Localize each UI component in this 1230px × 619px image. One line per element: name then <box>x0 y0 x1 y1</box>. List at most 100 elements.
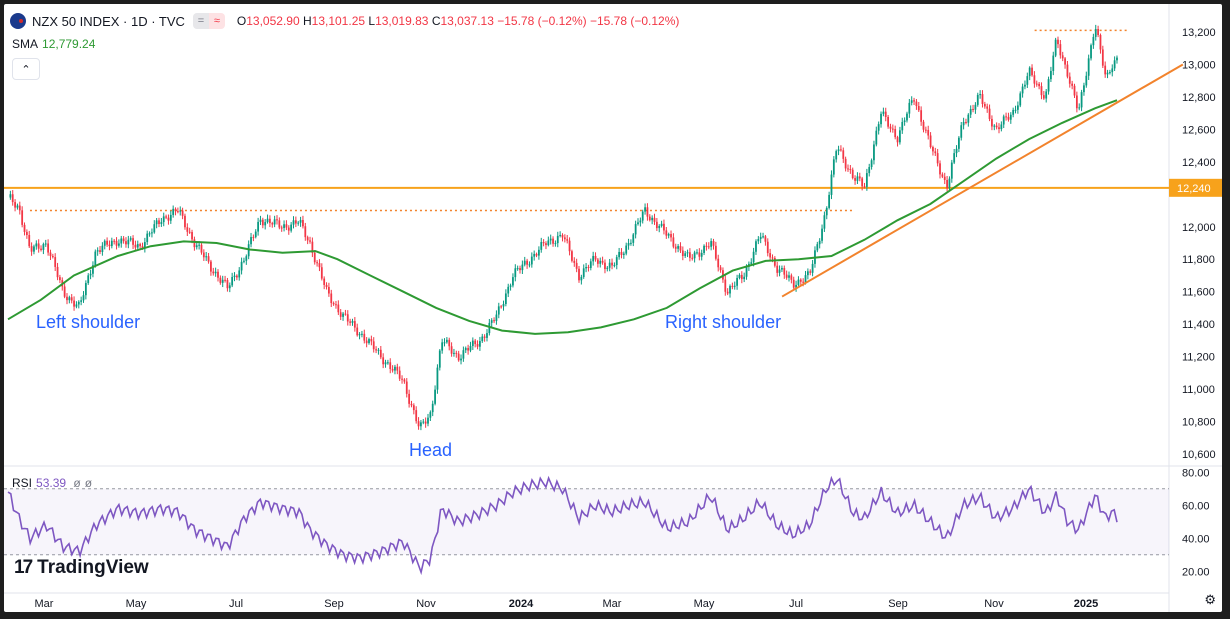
candle-body <box>601 260 604 263</box>
candle-body <box>974 104 977 110</box>
candle-body <box>960 125 963 138</box>
candle-body <box>412 405 415 411</box>
candle-body <box>950 162 953 179</box>
candle-body <box>167 217 170 221</box>
candle-body <box>30 246 33 252</box>
candle-body <box>533 253 536 257</box>
candle-body <box>89 273 92 276</box>
price-tick-label: 10,800 <box>1182 417 1216 429</box>
candle-body <box>910 100 913 103</box>
equals-icon[interactable]: = <box>192 13 209 29</box>
collapse-legend-button[interactable]: ⌃ <box>12 58 40 80</box>
candle-body <box>174 208 177 212</box>
candle-body <box>1111 68 1114 73</box>
candle-body <box>75 304 78 307</box>
chart-canvas[interactable]: 13,200 13,000 12,800 12,600 12,400 12,000 11,8… <box>4 4 1222 612</box>
time-tick-label: Sep <box>888 598 908 610</box>
candle-body <box>696 252 698 254</box>
time-tick-label: Mar <box>603 598 622 610</box>
candle-body <box>764 236 767 242</box>
candle-body <box>705 245 708 247</box>
candle-body <box>368 339 370 344</box>
candle-body <box>186 227 189 232</box>
candle-body <box>276 219 278 221</box>
settings-gear-icon[interactable]: ⚙ <box>1204 592 1216 607</box>
candle-body <box>809 271 812 273</box>
uptrend-line <box>781 63 1184 298</box>
candle-body <box>844 158 847 169</box>
candle-body <box>382 357 385 365</box>
candle-body <box>436 367 439 390</box>
candle-body <box>184 215 186 228</box>
price-tick-label: 11,000 <box>1182 384 1215 396</box>
candle-body <box>25 231 28 236</box>
candle-body <box>870 160 873 168</box>
candle-body <box>1052 55 1055 71</box>
candle-body <box>1083 85 1085 93</box>
candle-body <box>594 255 597 260</box>
candle-body <box>370 339 373 342</box>
candle-body <box>1026 76 1029 85</box>
candle-body <box>1042 95 1045 99</box>
rsi-tick-label: 60.00 <box>1182 500 1210 512</box>
candle-body <box>504 293 507 305</box>
candle-body <box>1113 60 1116 69</box>
candle-body <box>542 242 545 244</box>
candle-body <box>481 336 484 342</box>
candle-body <box>875 130 878 145</box>
candle-body <box>457 353 460 361</box>
sma-legend[interactable]: SMA 12,779.24 <box>12 37 96 51</box>
candle-body <box>396 366 399 371</box>
approx-icon[interactable]: ≈ <box>208 13 225 29</box>
candle-body <box>424 421 427 424</box>
candle-body <box>526 260 528 265</box>
candle-body <box>783 268 786 275</box>
candle-body <box>835 151 838 160</box>
candle-body <box>571 251 573 261</box>
candle-body <box>901 121 904 131</box>
candle-body <box>311 241 314 253</box>
tradingview-logo[interactable]: 17 TradingView <box>14 557 149 578</box>
candle-body <box>587 266 590 268</box>
candle-body <box>231 277 234 286</box>
candle-body <box>842 150 845 159</box>
candle-body <box>143 242 146 249</box>
candle-body <box>250 237 252 245</box>
candle-body <box>224 279 226 281</box>
candle-body <box>561 234 564 238</box>
candle-body <box>415 410 418 422</box>
candle-body <box>87 275 90 284</box>
candle-body <box>986 106 989 109</box>
candle-body <box>873 144 875 161</box>
candle-body <box>257 221 260 232</box>
candle-body <box>863 186 866 188</box>
candle-body <box>939 163 941 175</box>
candle-body <box>401 378 403 380</box>
indicator-toggle[interactable]: = ≈ <box>192 13 225 29</box>
candle-body <box>217 271 219 278</box>
candle-body <box>528 264 531 266</box>
candle-body <box>618 251 621 258</box>
candle-body <box>955 148 958 154</box>
candle-body <box>172 208 175 215</box>
candle-body <box>271 223 274 225</box>
candle-body <box>837 149 840 152</box>
nz-flag-icon <box>10 13 26 29</box>
candle-body <box>585 266 587 269</box>
candle-body <box>445 339 448 343</box>
candle-body <box>134 244 137 248</box>
candle-body <box>158 220 160 225</box>
time-tick-label: Jul <box>789 598 803 610</box>
candle-body <box>309 240 311 242</box>
candle-body <box>655 221 658 229</box>
candle-body <box>849 168 852 170</box>
symbol-title[interactable]: NZX 50 INDEX · 1D · TVC <box>32 13 185 29</box>
candle-body <box>936 153 939 164</box>
candle-body <box>259 219 262 222</box>
time-tick-label: 2024 <box>509 598 534 610</box>
candle-body <box>559 234 562 236</box>
candle-body <box>677 246 680 249</box>
candle-body <box>226 280 229 289</box>
price-tick-label: 11,200 <box>1182 352 1215 364</box>
